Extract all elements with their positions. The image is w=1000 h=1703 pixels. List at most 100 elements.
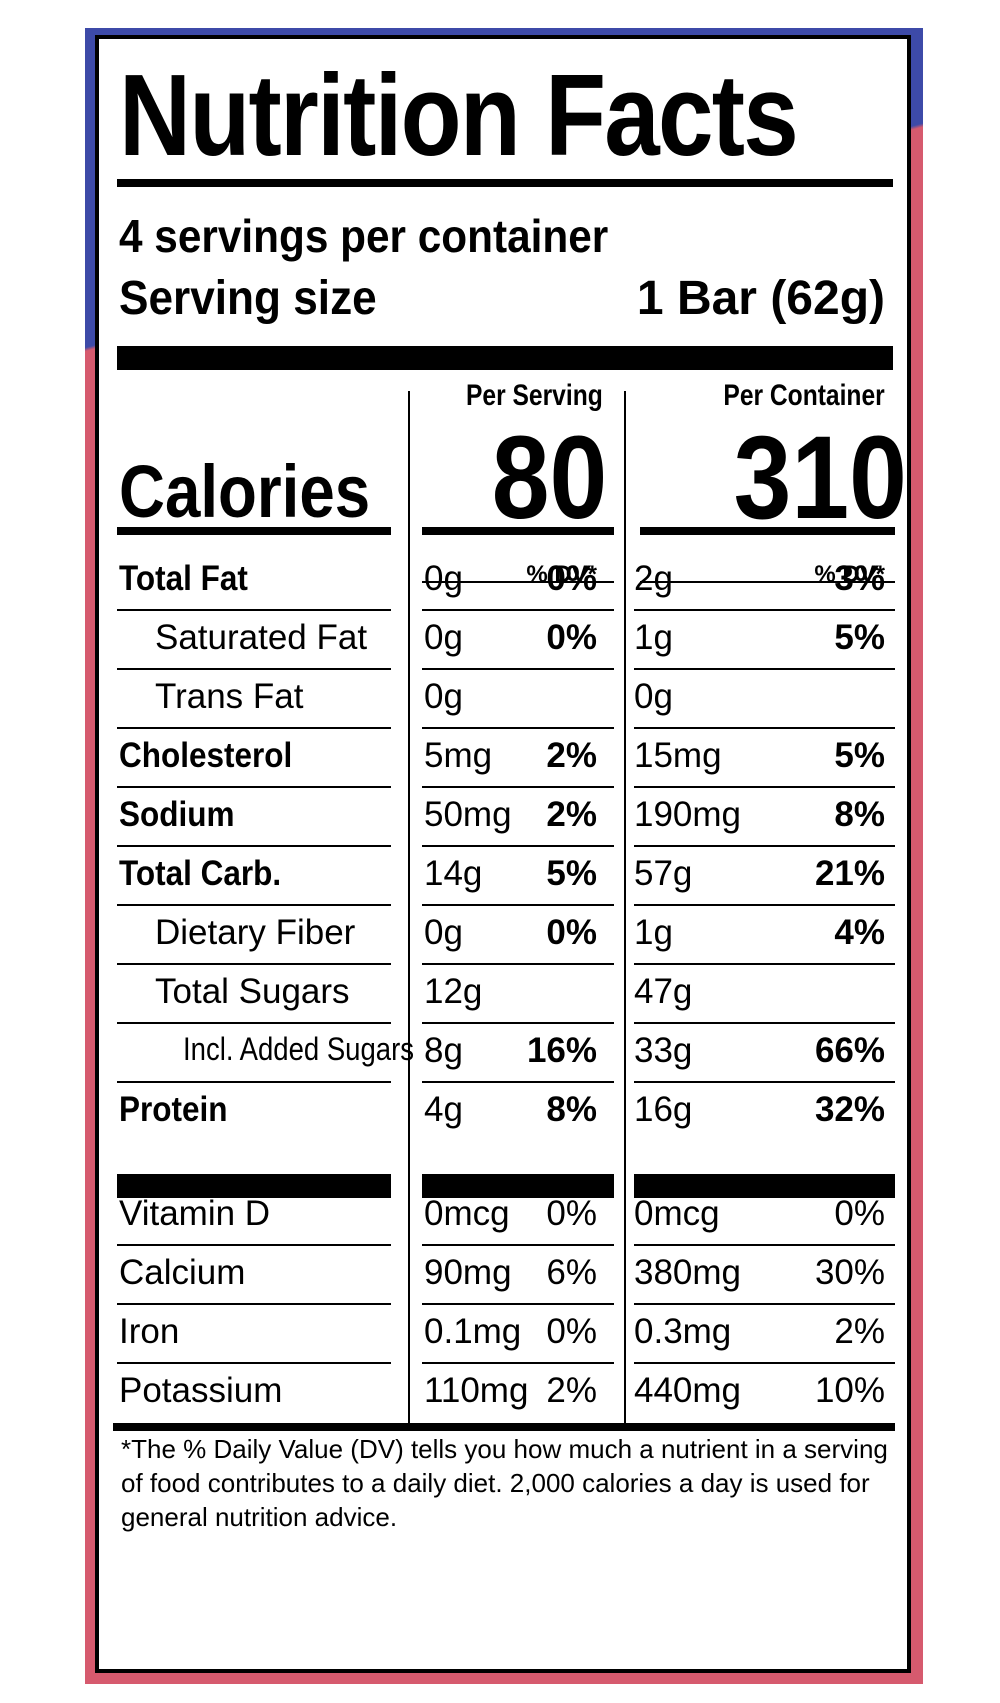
nutrient-label: Total Carb.	[119, 854, 282, 893]
serving-dv: 0%	[546, 913, 597, 952]
container-dv: 5%	[834, 618, 885, 657]
row-separator	[634, 1244, 895, 1246]
vitamin-rule-serving	[422, 1174, 614, 1198]
nutrient-row: Total Fat 0g 0% 2g 3%	[99, 547, 907, 611]
container-amount: 57g	[634, 854, 693, 893]
row-separator	[117, 1081, 391, 1083]
footnote: *The % Daily Value (DV) tells you how mu…	[121, 1434, 888, 1532]
container-amount: 440mg	[634, 1371, 742, 1410]
dv-header-rule-container	[640, 581, 895, 583]
serving-amount: 110mg	[424, 1371, 529, 1410]
nutrient-label: Total Fat	[119, 559, 248, 598]
serving-dv: 0%	[546, 1194, 597, 1233]
vitamin-row: Calcium 90mg 6% 380mg 30%	[99, 1241, 907, 1305]
row-separator	[634, 1022, 895, 1024]
container-amount: 380mg	[634, 1253, 742, 1292]
nutrient-row: Protein 4g 8% 16g 32%	[99, 1078, 907, 1142]
vitamin-rule-container	[634, 1174, 895, 1198]
calories-rule-label	[117, 527, 391, 535]
dv-header-rule-serving	[422, 581, 614, 583]
serving-amount: 0.1mg	[424, 1312, 522, 1351]
row-separator	[117, 609, 391, 611]
vitamin-row: Iron 0.1mg 0% 0.3mg 2%	[99, 1300, 907, 1364]
serving-size-value: 1 Bar (62g)	[636, 272, 885, 325]
serving-dv: 6%	[546, 1253, 597, 1292]
row-separator	[422, 786, 614, 788]
serving-amount: 0g	[424, 559, 463, 598]
nutrient-label: Cholesterol	[119, 736, 293, 775]
serving-amount: 0g	[424, 677, 463, 716]
row-separator	[422, 845, 614, 847]
nutrient-row: Sodium 50mg 2% 190mg 8%	[99, 783, 907, 847]
nutrient-label: Incl. Added Sugars	[183, 1031, 415, 1067]
serving-dv: 2%	[546, 795, 597, 834]
vitamin-row: Vitamin D 0mcg 0% 0mcg 0%	[99, 1182, 907, 1246]
row-separator	[422, 904, 614, 906]
row-separator	[422, 963, 614, 965]
calories-label: Calories	[119, 450, 371, 533]
row-separator	[117, 845, 391, 847]
serving-amount: 90mg	[424, 1253, 512, 1292]
footnote-rule	[113, 1423, 895, 1431]
row-separator	[117, 668, 391, 670]
row-separator	[422, 668, 614, 670]
row-separator	[634, 963, 895, 965]
column-divider-right	[624, 391, 626, 1423]
row-separator	[117, 963, 391, 965]
row-separator	[117, 727, 391, 729]
nutrient-label: Vitamin D	[119, 1194, 271, 1233]
row-separator	[422, 1244, 614, 1246]
nutrient-row: Trans Fat 0g 0g	[99, 665, 907, 729]
nutrient-label: Potassium	[119, 1371, 283, 1410]
row-separator	[117, 1362, 391, 1364]
serving-amount: 8g	[424, 1031, 463, 1070]
serving-dv: 2%	[546, 1371, 597, 1410]
row-separator	[422, 1022, 614, 1024]
serving-dv: 8%	[546, 1090, 597, 1129]
container-dv: 3%	[834, 559, 885, 598]
row-separator	[422, 609, 614, 611]
container-amount: 15mg	[634, 736, 722, 775]
per-container-header: Per Container	[723, 379, 885, 412]
vitamin-rule-label	[117, 1174, 391, 1198]
serving-amount: 0mcg	[424, 1194, 510, 1233]
container-dv: 21%	[814, 854, 885, 893]
nutrient-label: Iron	[119, 1312, 180, 1351]
container-amount: 47g	[634, 972, 693, 1011]
container-dv: 0%	[834, 1194, 885, 1233]
container-amount: 16g	[634, 1090, 693, 1129]
row-separator	[117, 1022, 391, 1024]
calories-rule-serving	[422, 527, 614, 535]
nutrient-row: Saturated Fat 0g 0% 1g 5%	[99, 606, 907, 670]
row-separator	[117, 904, 391, 906]
row-separator	[634, 1303, 895, 1305]
serving-amount: 14g	[424, 854, 483, 893]
serving-amount: 5mg	[424, 736, 493, 775]
nutrient-label: Calcium	[119, 1253, 246, 1292]
row-separator	[422, 1362, 614, 1364]
serving-dv: 0%	[546, 1312, 597, 1351]
row-separator	[634, 609, 895, 611]
row-separator	[422, 1081, 614, 1083]
serving-amount: 0g	[424, 913, 463, 952]
container-dv: 10%	[814, 1371, 885, 1410]
column-divider-left	[408, 391, 410, 1423]
nutrient-row: Total Carb. 14g 5% 57g 21%	[99, 842, 907, 906]
container-amount: 2g	[634, 559, 673, 598]
servings-per-container: 4 servings per container	[119, 210, 609, 262]
row-separator	[634, 786, 895, 788]
row-separator	[634, 845, 895, 847]
nutrient-row: Incl. Added Sugars 8g 16% 33g 66%	[99, 1019, 907, 1083]
serving-amount: 50mg	[424, 795, 512, 834]
serving-amount: 0g	[424, 618, 463, 657]
row-separator	[117, 1244, 391, 1246]
nutrient-label: Saturated Fat	[155, 618, 368, 657]
dv-header-container: % DV*	[814, 561, 885, 588]
serving-dv: 2%	[546, 736, 597, 775]
row-separator	[422, 1303, 614, 1305]
calories-per-serving: 80	[491, 412, 607, 544]
row-separator	[422, 727, 614, 729]
nutrient-row: Total Sugars 12g 47g	[99, 960, 907, 1024]
container-dv: 4%	[834, 913, 885, 952]
serving-size-label: Serving size	[119, 272, 377, 325]
